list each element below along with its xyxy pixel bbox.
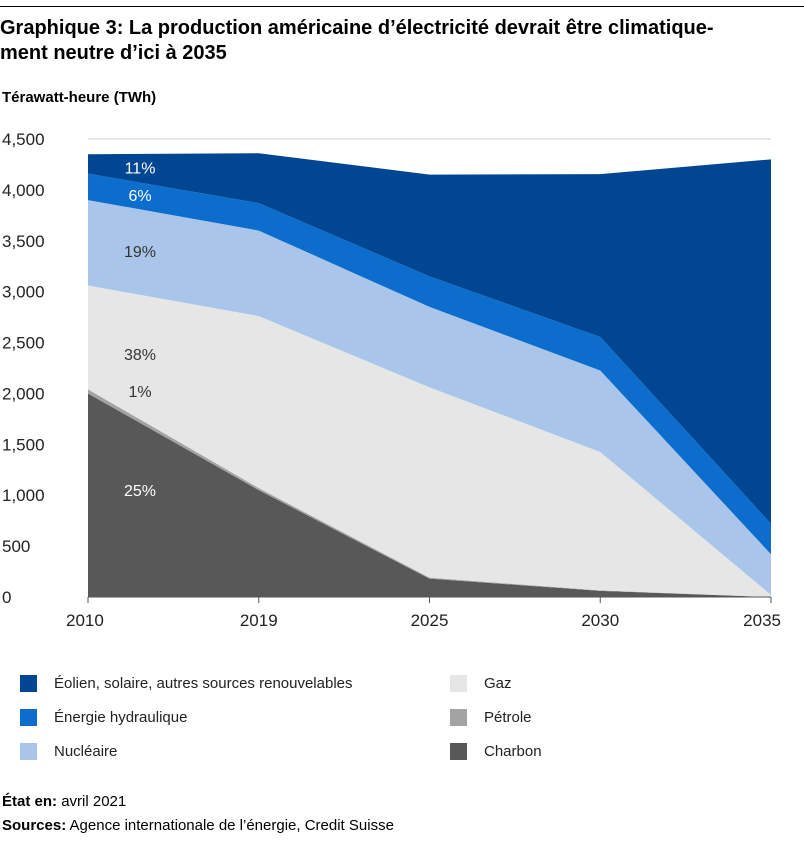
pct-label-charbon: 25% [124,483,156,500]
legend-item-hydro: Énergie hydraulique [20,706,187,728]
status-value: avril 2021 [61,793,127,810]
area-eolien-solaire-autres-sources-renouvelables [88,153,771,524]
legend-swatch-coal [450,742,467,760]
area-nucleaire [88,200,771,595]
status-label: État en: [2,793,58,810]
sources-label: Sources: [2,817,67,834]
stacked-area-chart: 0 500 1,000 1,500 2,000 2,500 3,000 3,500 4,000 4… [2,130,781,630]
y-tick-label-4,500: 4,500 [2,130,45,149]
axes [87,596,772,603]
legend-swatch-hydro [20,708,37,726]
footer-status: État en: avril 2021 [2,793,126,810]
legend-item-oil: Pétrole [450,706,532,728]
area-energie-hydraulique [88,173,771,555]
percentage-labels: 25% 1% 38% 19% 6% 11% [124,160,156,500]
x-tick-label-2030: 2030 [581,611,619,630]
y-axis-label: Térawatt-heure (TWh) [2,89,157,106]
x-tick-label-2035: 2035 [743,611,781,630]
pct-label-petrole: 1% [128,384,151,401]
pct-label-gaz: 38% [124,347,156,364]
y-tick-labels: 0 500 1,000 1,500 2,000 2,500 3,000 3,500 4,000 4… [2,130,45,607]
legend-item-coal: Charbon [450,740,542,762]
chart-title-line-1: Graphique 3: La production américaine d’… [0,17,714,39]
legend-label-renewables: Éolien, solaire, autres sources renouvel… [54,674,353,692]
y-tick-label-3,500: 3,500 [2,232,45,251]
area-series [88,153,771,597]
chart-title: Graphique 3: La production américaine d’… [0,16,800,66]
sources-value: Agence internationale de l’énergie, Cred… [69,817,394,834]
legend-label-coal: Charbon [484,742,542,760]
area-charbon [88,393,771,597]
legend-swatch-renewables [20,674,37,692]
x-tick-label-2019: 2019 [240,611,278,630]
legend: Éolien, solaire, autres sources renouvel… [0,670,804,770]
x-tick-label-2025: 2025 [411,611,449,630]
y-tick-label-4,000: 4,000 [2,181,45,200]
x-tick-labels: 2010 2019 2025 2030 2035 [66,611,781,630]
chart-title-line-2: ment neutre d’ici à 2035 [0,42,227,64]
y-tick-label-0: 0 [2,588,11,607]
pct-label-energie-hydraulique: 6% [128,188,151,205]
area-gaz [88,285,771,597]
legend-item-gas: Gaz [450,672,512,694]
legend-swatch-oil [450,708,467,726]
y-tick-label-500: 500 [2,537,30,556]
legend-label-nuclear: Nucléaire [54,742,118,760]
y-tick-label-3,000: 3,000 [2,283,45,302]
legend-label-gas: Gaz [484,674,512,692]
legend-label-oil: Pétrole [484,708,532,726]
y-tick-label-2,500: 2,500 [2,334,45,353]
legend-item-renewables: Éolien, solaire, autres sources renouvel… [20,672,353,694]
y-tick-label-1,000: 1,000 [2,486,45,505]
pct-label-eolien-solaire-autres-sources-renouvelables: 11% [125,160,156,177]
y-tick-label-1,500: 1,500 [2,435,45,454]
x-tick-label-2010: 2010 [66,611,104,630]
legend-item-nuclear: Nucléaire [20,740,117,762]
footer-sources: Sources: Agence internationale de l’éner… [2,817,394,834]
y-tick-label-2,000: 2,000 [2,384,45,403]
top-rule [0,6,804,7]
legend-swatch-nuclear [20,742,37,760]
pct-label-nucleaire: 19% [124,244,156,261]
legend-swatch-gas [450,674,467,692]
legend-label-hydro: Énergie hydraulique [54,708,188,726]
